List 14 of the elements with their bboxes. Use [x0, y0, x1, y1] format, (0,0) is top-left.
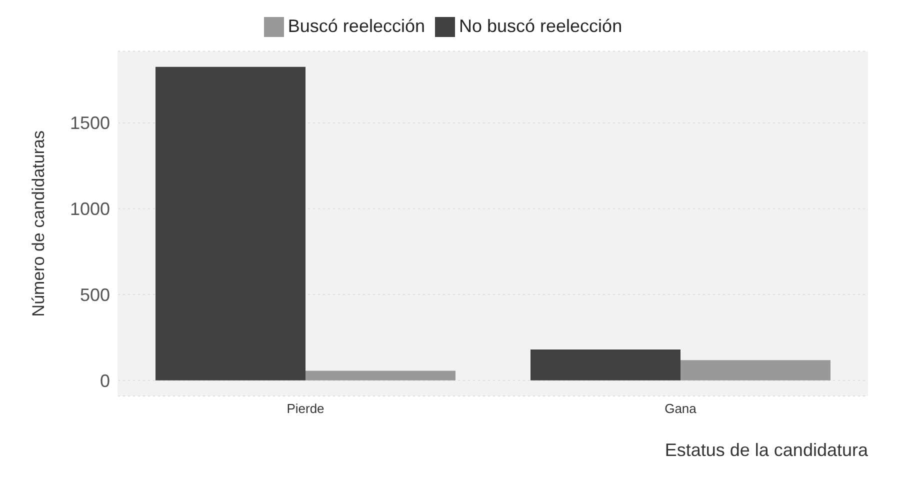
bar [530, 349, 680, 380]
x-tick-label: Gana [664, 401, 698, 416]
legend-label: No buscó reelección [458, 16, 622, 36]
y-tick-label: 500 [80, 284, 110, 305]
legend-label: Buscó reelección [288, 16, 425, 36]
y-tick-label: 1500 [70, 113, 110, 134]
y-tick-label: 0 [100, 370, 110, 391]
bar [680, 360, 830, 380]
x-axis-title: Estatus de la candidatura [664, 440, 869, 460]
x-tick-label: Pierde [286, 401, 324, 416]
bar [156, 66, 306, 380]
y-axis-title: Número de candidaturas [29, 130, 48, 317]
bar [306, 370, 456, 380]
y-tick-label: 1000 [70, 199, 110, 220]
